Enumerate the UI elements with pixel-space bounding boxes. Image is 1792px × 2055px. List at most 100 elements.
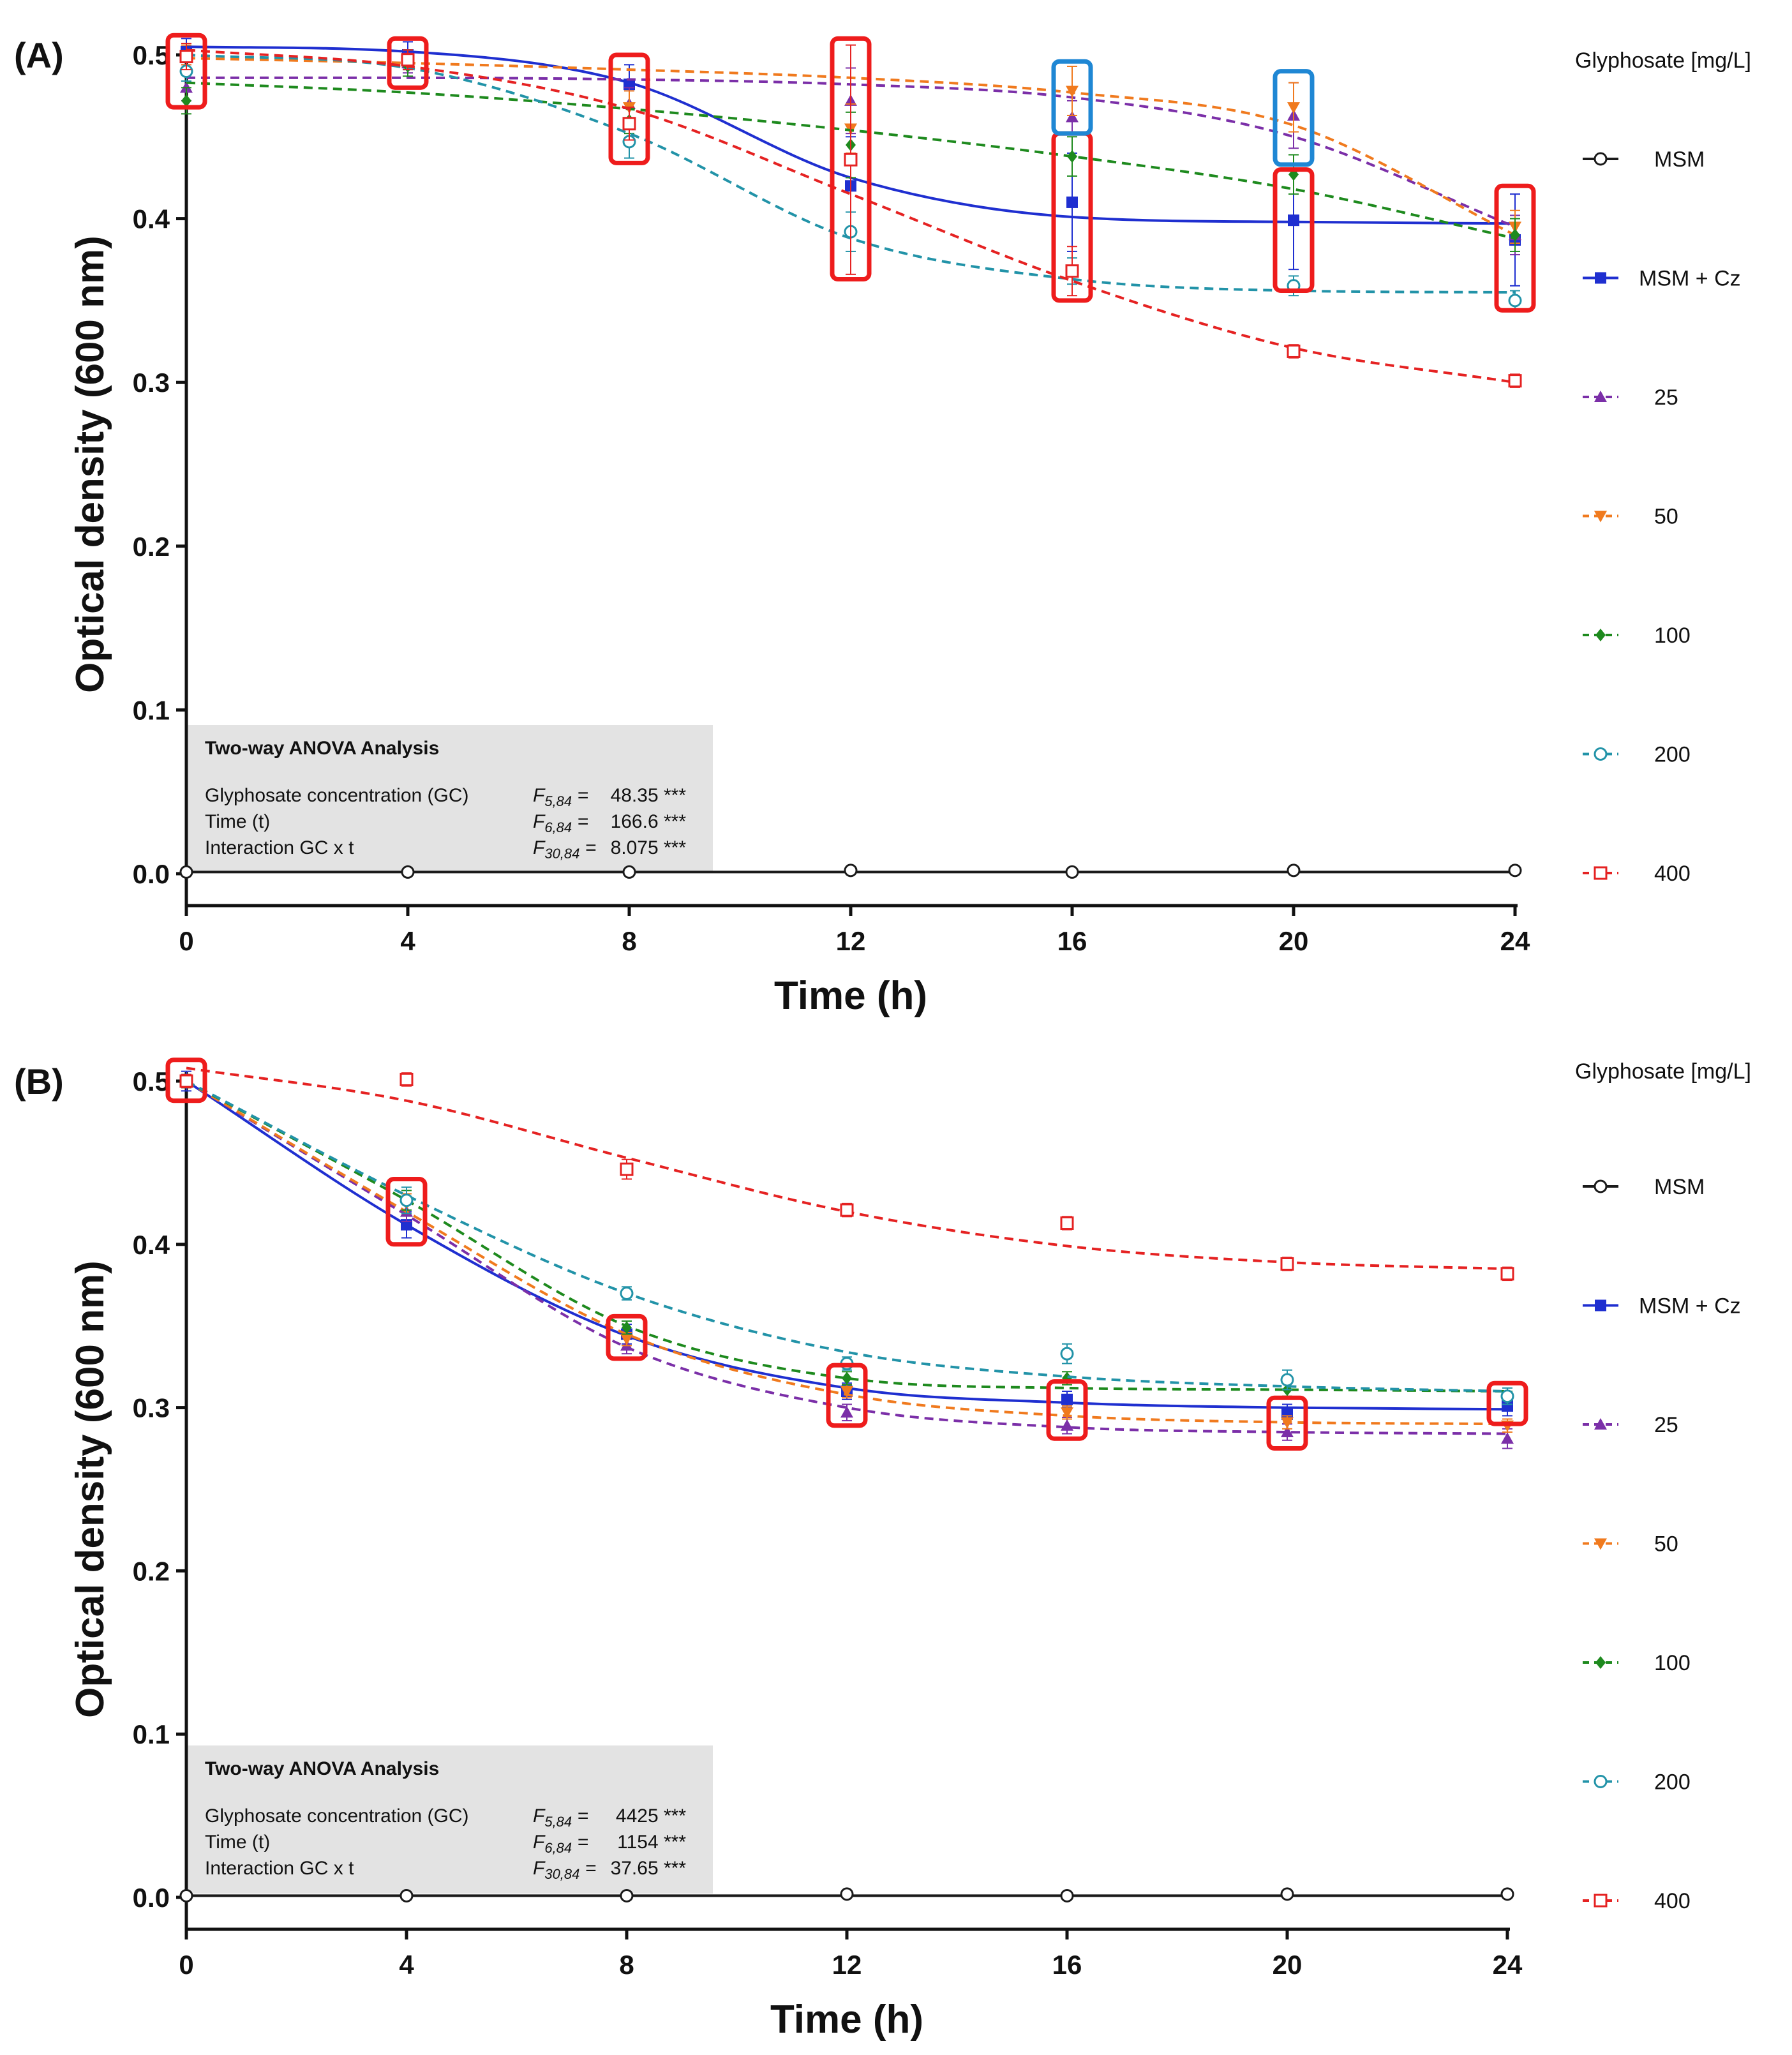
legend-title: Glyphosate [mg/L] — [1575, 49, 1751, 73]
series-msm — [179, 863, 1522, 879]
legend-label: MSM — [1654, 1175, 1705, 1199]
legend-item: 400 — [1583, 1889, 1691, 1913]
y-tick-label: 0.0 — [133, 1883, 170, 1913]
x-tick-label: 16 — [1052, 1950, 1082, 1980]
legend-label: 400 — [1654, 862, 1691, 886]
data-point — [844, 863, 858, 878]
data-point — [840, 1203, 854, 1217]
data-point — [1510, 228, 1520, 242]
highlight-box — [165, 1057, 207, 1103]
legend-item: MSM + Cz — [1583, 267, 1741, 291]
legend-swatch-marker — [1594, 1538, 1607, 1550]
highlight-box — [385, 1176, 428, 1247]
data-point — [622, 1321, 632, 1334]
x-tick-label: 4 — [399, 1950, 414, 1980]
data-point — [840, 1406, 853, 1418]
legend-label: 400 — [1654, 1889, 1691, 1913]
data-point — [620, 1287, 634, 1301]
legend-item: 50 — [1583, 1532, 1678, 1557]
series-line — [186, 1066, 1508, 1271]
anova-row-label: Interaction GC x t — [205, 837, 354, 858]
legend-swatch-marker — [1594, 391, 1607, 402]
legend-swatch-marker — [1594, 866, 1608, 880]
legend-label: MSM + Cz — [1639, 1294, 1741, 1319]
y-tick-label: 0.0 — [133, 859, 170, 889]
data-point — [1508, 294, 1522, 308]
legend-item: 25 — [1583, 385, 1678, 410]
panel-label: (A) — [14, 35, 64, 75]
data-point — [620, 1334, 633, 1346]
data-point — [1287, 102, 1300, 114]
legend-item: MSM — [1583, 1175, 1705, 1199]
legend-item: 50 — [1583, 505, 1678, 529]
data-point — [401, 865, 415, 879]
legend-item: MSM — [1583, 147, 1705, 172]
data-point — [1502, 1400, 1513, 1412]
data-point — [1281, 1425, 1294, 1437]
x-tick-label: 16 — [1057, 926, 1087, 956]
data-point — [1061, 1419, 1073, 1431]
anova-row-value: 48.35 *** — [611, 785, 687, 806]
data-point — [1501, 1432, 1514, 1444]
data-point — [844, 153, 858, 167]
data-point — [399, 1072, 414, 1086]
data-point — [1280, 1373, 1294, 1387]
legend-swatch-marker — [1595, 629, 1606, 641]
data-point — [1281, 1417, 1294, 1429]
legend-swatch-marker — [1594, 747, 1608, 761]
anova-row-value: 1154 *** — [617, 1832, 686, 1853]
series-msm-cz — [181, 1070, 1513, 1425]
data-point — [1060, 1347, 1074, 1361]
data-point — [179, 865, 193, 879]
highlight-box — [1273, 167, 1315, 294]
anova-row-label: Interaction GC x t — [205, 1858, 354, 1879]
data-point — [1281, 1408, 1293, 1420]
x-axis-title: Time (h) — [770, 1998, 923, 2042]
data-point — [620, 1888, 634, 1902]
anova-row-value: 166.6 *** — [611, 811, 687, 832]
panel-label: (B) — [14, 1061, 64, 1102]
x-tick-label: 12 — [836, 926, 866, 956]
series-line — [186, 1080, 1508, 1393]
data-point — [1065, 264, 1079, 278]
legend-label: 50 — [1654, 505, 1678, 529]
data-point — [840, 1887, 854, 1901]
legend-swatch-marker — [1595, 1656, 1606, 1669]
data-point — [401, 53, 415, 67]
highlight-box — [1051, 59, 1093, 136]
legend-label: MSM — [1654, 147, 1705, 172]
legend-item: 100 — [1583, 624, 1691, 648]
y-axis-title: Optical density (600 nm) — [68, 1260, 112, 1718]
highlight-box — [1486, 1380, 1528, 1426]
data-point — [842, 1371, 852, 1385]
data-point — [1066, 110, 1079, 123]
y-tick-label: 0.4 — [133, 1230, 170, 1260]
data-point — [1060, 1216, 1074, 1230]
legend-swatch-marker — [1594, 511, 1607, 523]
legend-label: 200 — [1654, 743, 1691, 767]
data-point — [1500, 1887, 1514, 1901]
x-axis-title: Time (h) — [774, 974, 927, 1018]
y-tick-label: 0.2 — [133, 1556, 170, 1586]
anova-f-statistic: F6,84 = — [533, 1832, 588, 1856]
panel-a: Two-way ANOVA Analysis Glyphosate concent… — [14, 33, 1751, 1018]
series-line — [186, 1080, 1508, 1393]
y-tick-label: 0.1 — [133, 695, 170, 725]
legend-swatch-marker — [1595, 1299, 1606, 1311]
anova-background — [188, 725, 713, 872]
data-point — [399, 1193, 414, 1207]
anova-title: Two-way ANOVA Analysis — [205, 738, 439, 759]
y-tick-label: 0.3 — [133, 368, 170, 398]
legend-item: 25 — [1583, 1413, 1678, 1437]
anova-row-label: Glyphosate concentration (GC) — [205, 1805, 469, 1827]
x-tick-label: 20 — [1273, 1950, 1303, 1980]
x-tick-label: 8 — [619, 1950, 634, 1980]
x-tick-label: 24 — [1500, 926, 1530, 956]
anova-row-label: Time (t) — [205, 811, 270, 832]
highlight-box — [1046, 1379, 1088, 1441]
data-point — [1066, 196, 1078, 208]
data-point — [1061, 1407, 1073, 1419]
data-point — [1280, 1887, 1294, 1901]
anova-row-label: Glyphosate concentration (GC) — [205, 785, 469, 806]
